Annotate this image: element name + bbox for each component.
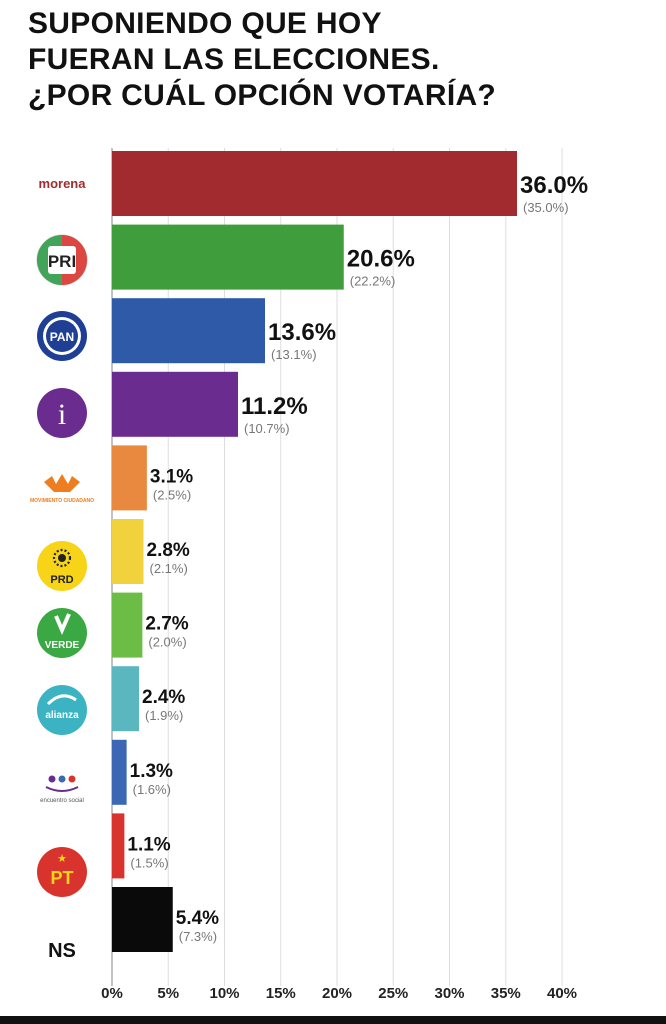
previous-value-label: (1.9%) bbox=[145, 708, 183, 723]
previous-value-label: (2.5%) bbox=[153, 487, 191, 502]
x-tick-label: 15% bbox=[266, 985, 296, 1002]
pan-logo: PAN bbox=[37, 311, 87, 361]
previous-value-label: (2.0%) bbox=[148, 635, 186, 650]
alianza-logo-text: alianza bbox=[45, 710, 79, 721]
pt-logo-text: PT bbox=[50, 868, 73, 888]
x-tick-label: 0% bbox=[101, 985, 123, 1002]
title-line-1: SUPONIENDO QUE HOY bbox=[28, 7, 382, 40]
alianza-logo: alianza bbox=[37, 685, 87, 735]
previous-value-label: (10.7%) bbox=[244, 421, 290, 436]
value-label: 1.1% bbox=[127, 834, 170, 855]
value-label: 1.3% bbox=[130, 761, 173, 782]
pan-logo-text: PAN bbox=[50, 330, 74, 344]
bar bbox=[112, 887, 173, 952]
verde-logo-text: VERDE bbox=[45, 640, 80, 651]
encuentro-logo: encuentro social bbox=[40, 775, 84, 804]
verde-logo: VERDE bbox=[37, 608, 87, 658]
pri-logo: PRI bbox=[36, 234, 88, 286]
previous-value-label: (1.6%) bbox=[133, 782, 171, 797]
bar bbox=[112, 592, 143, 658]
title-line-3: ¿POR CUÁL OPCIÓN VOTARÍA? bbox=[28, 79, 497, 112]
previous-value-label: (7.3%) bbox=[179, 929, 217, 944]
x-tick-labels: 0% 5% 10% 15% 20% 25% 30% 35% 40% bbox=[101, 985, 577, 1002]
morena-logo-text: morena bbox=[39, 176, 87, 191]
prd-logo: PRD bbox=[37, 541, 87, 591]
bar bbox=[112, 298, 265, 364]
x-tick-label: 40% bbox=[547, 985, 577, 1002]
value-label: 11.2% bbox=[241, 393, 308, 420]
morena-logo: morena bbox=[39, 176, 87, 191]
previous-value-label: (2.1%) bbox=[150, 561, 188, 576]
bar bbox=[112, 666, 139, 732]
x-tick-label: 10% bbox=[209, 985, 239, 1002]
title-line-2: FUERAN LAS ELECCIONES. bbox=[28, 43, 440, 76]
value-label: 20.6% bbox=[347, 246, 415, 273]
bar bbox=[112, 813, 125, 879]
bar bbox=[112, 371, 238, 437]
mc-logo-text: MOVIMIENTO CIUDADANO bbox=[30, 498, 94, 504]
value-label: 13.6% bbox=[268, 319, 336, 346]
value-label: 36.0% bbox=[520, 172, 588, 199]
x-tick-label: 5% bbox=[157, 985, 179, 1002]
party-logos: morena PRI PAN i MOVIMIENTO CIUDADANO bbox=[30, 176, 94, 962]
value-label: 2.7% bbox=[145, 614, 188, 635]
bar bbox=[112, 445, 147, 511]
value-label: 2.8% bbox=[147, 540, 190, 561]
value-labels: 36.0%(35.0%) 20.6%(22.2%) 13.6%(13.1%) 11.2… bbox=[127, 172, 588, 944]
previous-value-label: (35.0%) bbox=[523, 200, 569, 215]
x-tick-label: 25% bbox=[378, 985, 408, 1002]
pt-logo: ★ PT bbox=[37, 847, 87, 897]
independent-logo: i bbox=[37, 388, 87, 438]
bars bbox=[112, 151, 517, 952]
bottom-rule bbox=[0, 1016, 666, 1024]
x-tick-label: 20% bbox=[322, 985, 352, 1002]
previous-value-label: (13.1%) bbox=[271, 347, 317, 362]
previous-value-label: (22.2%) bbox=[350, 274, 396, 289]
svg-text:★: ★ bbox=[57, 852, 67, 865]
bar bbox=[112, 224, 344, 290]
x-tick-label: 30% bbox=[434, 985, 464, 1002]
encuentro-logo-text: encuentro social bbox=[40, 798, 84, 804]
previous-value-label: (1.5%) bbox=[130, 855, 168, 870]
bar bbox=[112, 739, 127, 805]
bar bbox=[112, 519, 144, 584]
chart-title: SUPONIENDO QUE HOY FUERAN LAS ELECCIONES… bbox=[28, 6, 658, 114]
value-label: 2.4% bbox=[142, 687, 185, 708]
ns-label-text: NS bbox=[48, 940, 76, 962]
mc-logo: MOVIMIENTO CIUDADANO bbox=[30, 474, 94, 504]
ns-label: NS bbox=[48, 940, 76, 962]
value-label: 5.4% bbox=[176, 908, 219, 929]
bar bbox=[112, 151, 517, 216]
independent-logo-text: i bbox=[58, 398, 66, 431]
x-tick-label: 35% bbox=[491, 985, 521, 1002]
prd-logo-text: PRD bbox=[50, 574, 73, 586]
value-label: 3.1% bbox=[150, 466, 193, 487]
pri-logo-text: PRI bbox=[48, 252, 76, 271]
